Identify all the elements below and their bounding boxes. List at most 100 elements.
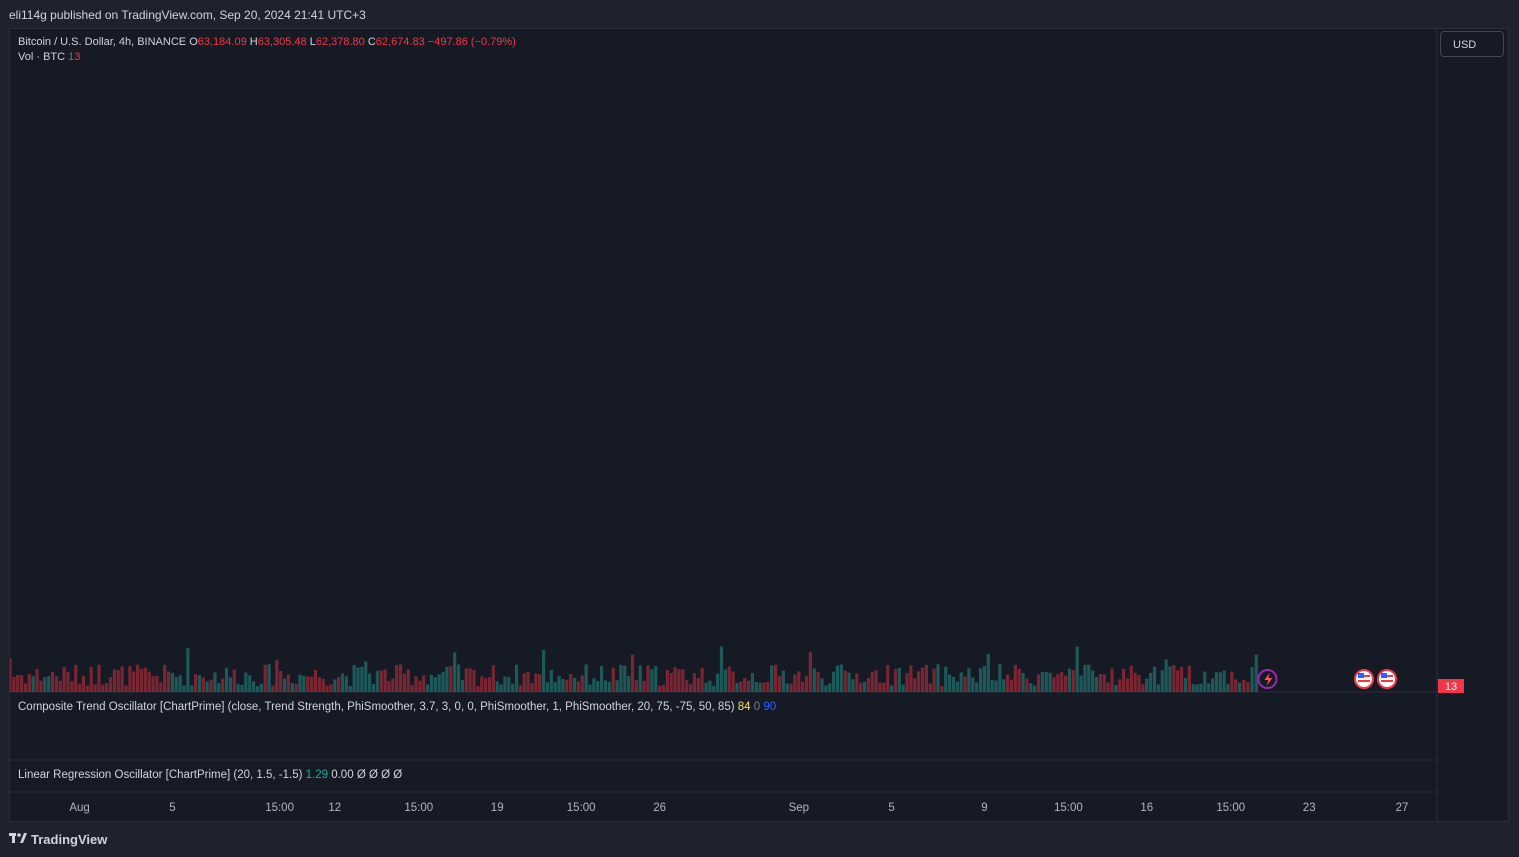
volume-bar (1195, 684, 1199, 692)
volume-bar (588, 684, 592, 692)
volume-bar (255, 685, 260, 692)
published-info: eli114g published on TradingView.com, Se… (9, 8, 366, 22)
volume-bar (433, 677, 437, 692)
volume-bar (31, 676, 35, 692)
volume-bar (27, 673, 31, 692)
volume-bar (449, 666, 453, 692)
price-chart[interactable]: bcstarsowutasostestlpsshakeoutt/p 68,000… (10, 29, 1509, 822)
currency-button[interactable]: USD (1440, 31, 1504, 57)
volume-bar (290, 682, 294, 692)
volume-bar (754, 682, 758, 692)
volume-bar (627, 675, 631, 692)
us-flag-icon-canton (1358, 673, 1364, 678)
volume-bar (723, 669, 727, 692)
volume-bar (429, 674, 434, 692)
volume-bar (120, 666, 124, 692)
volume-bar (464, 668, 468, 692)
volume-bar (81, 675, 86, 692)
volume-bar (344, 676, 348, 692)
volume-bar (356, 667, 360, 692)
volume-bar (553, 682, 557, 692)
volume-bar (1187, 665, 1191, 692)
lightning-icon-bolt (1264, 673, 1273, 686)
volume-bar (727, 666, 731, 692)
volume-bar (259, 683, 263, 692)
lightning-icon[interactable] (1257, 669, 1278, 689)
volume-bar (735, 683, 739, 692)
volume-bar (105, 682, 109, 692)
volume-bar (263, 664, 267, 692)
volume-bar (236, 684, 240, 692)
volume-bar (1226, 683, 1230, 692)
indicator-cto-value-2: 0 (753, 701, 761, 713)
volume-label[interactable]: Vol · BTC (18, 51, 66, 63)
indicator-lro-title[interactable]: Linear Regression Oscillator [ChartPrime… (18, 769, 303, 781)
volume-bar (746, 680, 751, 692)
time-tick: 19 (491, 802, 504, 814)
volume-bar (1102, 674, 1106, 692)
volume-bar (116, 670, 120, 692)
volume-bar (1060, 672, 1064, 692)
volume-bar (619, 665, 623, 692)
us-flag-icon[interactable] (1377, 669, 1397, 689)
volume-bar (35, 668, 39, 692)
volume-bar (526, 671, 530, 692)
volume-bar (391, 678, 395, 692)
high-value: 63,305.48 (257, 36, 307, 48)
volume-bar (832, 671, 836, 692)
volume-bar (661, 684, 666, 692)
volume-bar (1006, 674, 1010, 692)
volume-bar (398, 664, 403, 692)
volume-bar (514, 664, 519, 692)
volume-bar (151, 676, 155, 692)
volume-bar (658, 685, 662, 692)
volume-bar (542, 649, 546, 692)
volume-bar (174, 676, 178, 692)
volume-bar (1238, 682, 1242, 692)
volume-bar (1176, 670, 1180, 692)
volume-bar (611, 667, 615, 692)
volume-bar (50, 671, 55, 692)
volume-bar (770, 665, 774, 692)
us-flag-icon[interactable] (1354, 669, 1374, 689)
symbol-title[interactable]: Bitcoin / U.S. Dollar, 4h, BINANCE (18, 36, 187, 48)
volume-bar (402, 673, 406, 692)
volume-bar (437, 674, 441, 692)
indicator-cto-title[interactable]: Composite Trend Oscillator [ChartPrime] … (18, 701, 735, 713)
volume-bar (518, 685, 522, 692)
volume-bar (1048, 672, 1052, 692)
volume-bar (774, 664, 778, 692)
volume-bar (205, 681, 209, 692)
time-tick: 15:00 (1216, 802, 1245, 814)
low-value: 62,378.80 (315, 36, 365, 48)
volume-bar (986, 653, 990, 692)
volume-bar (600, 666, 604, 692)
volume-bar (522, 673, 526, 692)
volume-bar (1064, 675, 1068, 692)
indicator-cto-legend[interactable]: Composite Trend Oscillator [ChartPrime] … (18, 701, 776, 713)
volume-bar (348, 685, 352, 692)
volume-bar (1122, 668, 1126, 692)
volume-bar (62, 667, 66, 692)
volume-bar (491, 665, 495, 692)
volume-bar (375, 670, 379, 692)
volume-bar (785, 683, 789, 692)
volume-bar (201, 677, 205, 692)
tradingview-logo[interactable]: TradingView (9, 832, 107, 847)
high-label: H (249, 36, 258, 48)
volume-bar (279, 671, 283, 692)
volume-bar (874, 670, 878, 692)
volume-bar (696, 677, 700, 692)
volume-bar (940, 685, 944, 692)
volume-bar (487, 677, 492, 692)
volume-bar (294, 683, 298, 692)
volume-bar (136, 664, 140, 692)
volume-bar (1110, 668, 1114, 692)
indicator-lro-legend[interactable]: Linear Regression Oscillator [ChartPrime… (18, 769, 402, 781)
volume-bar (650, 669, 654, 692)
volume-bar (313, 669, 318, 692)
volume-bar (1180, 666, 1184, 692)
volume-bar (155, 675, 159, 692)
volume-bar (228, 677, 232, 692)
volume-bar (1230, 671, 1234, 692)
